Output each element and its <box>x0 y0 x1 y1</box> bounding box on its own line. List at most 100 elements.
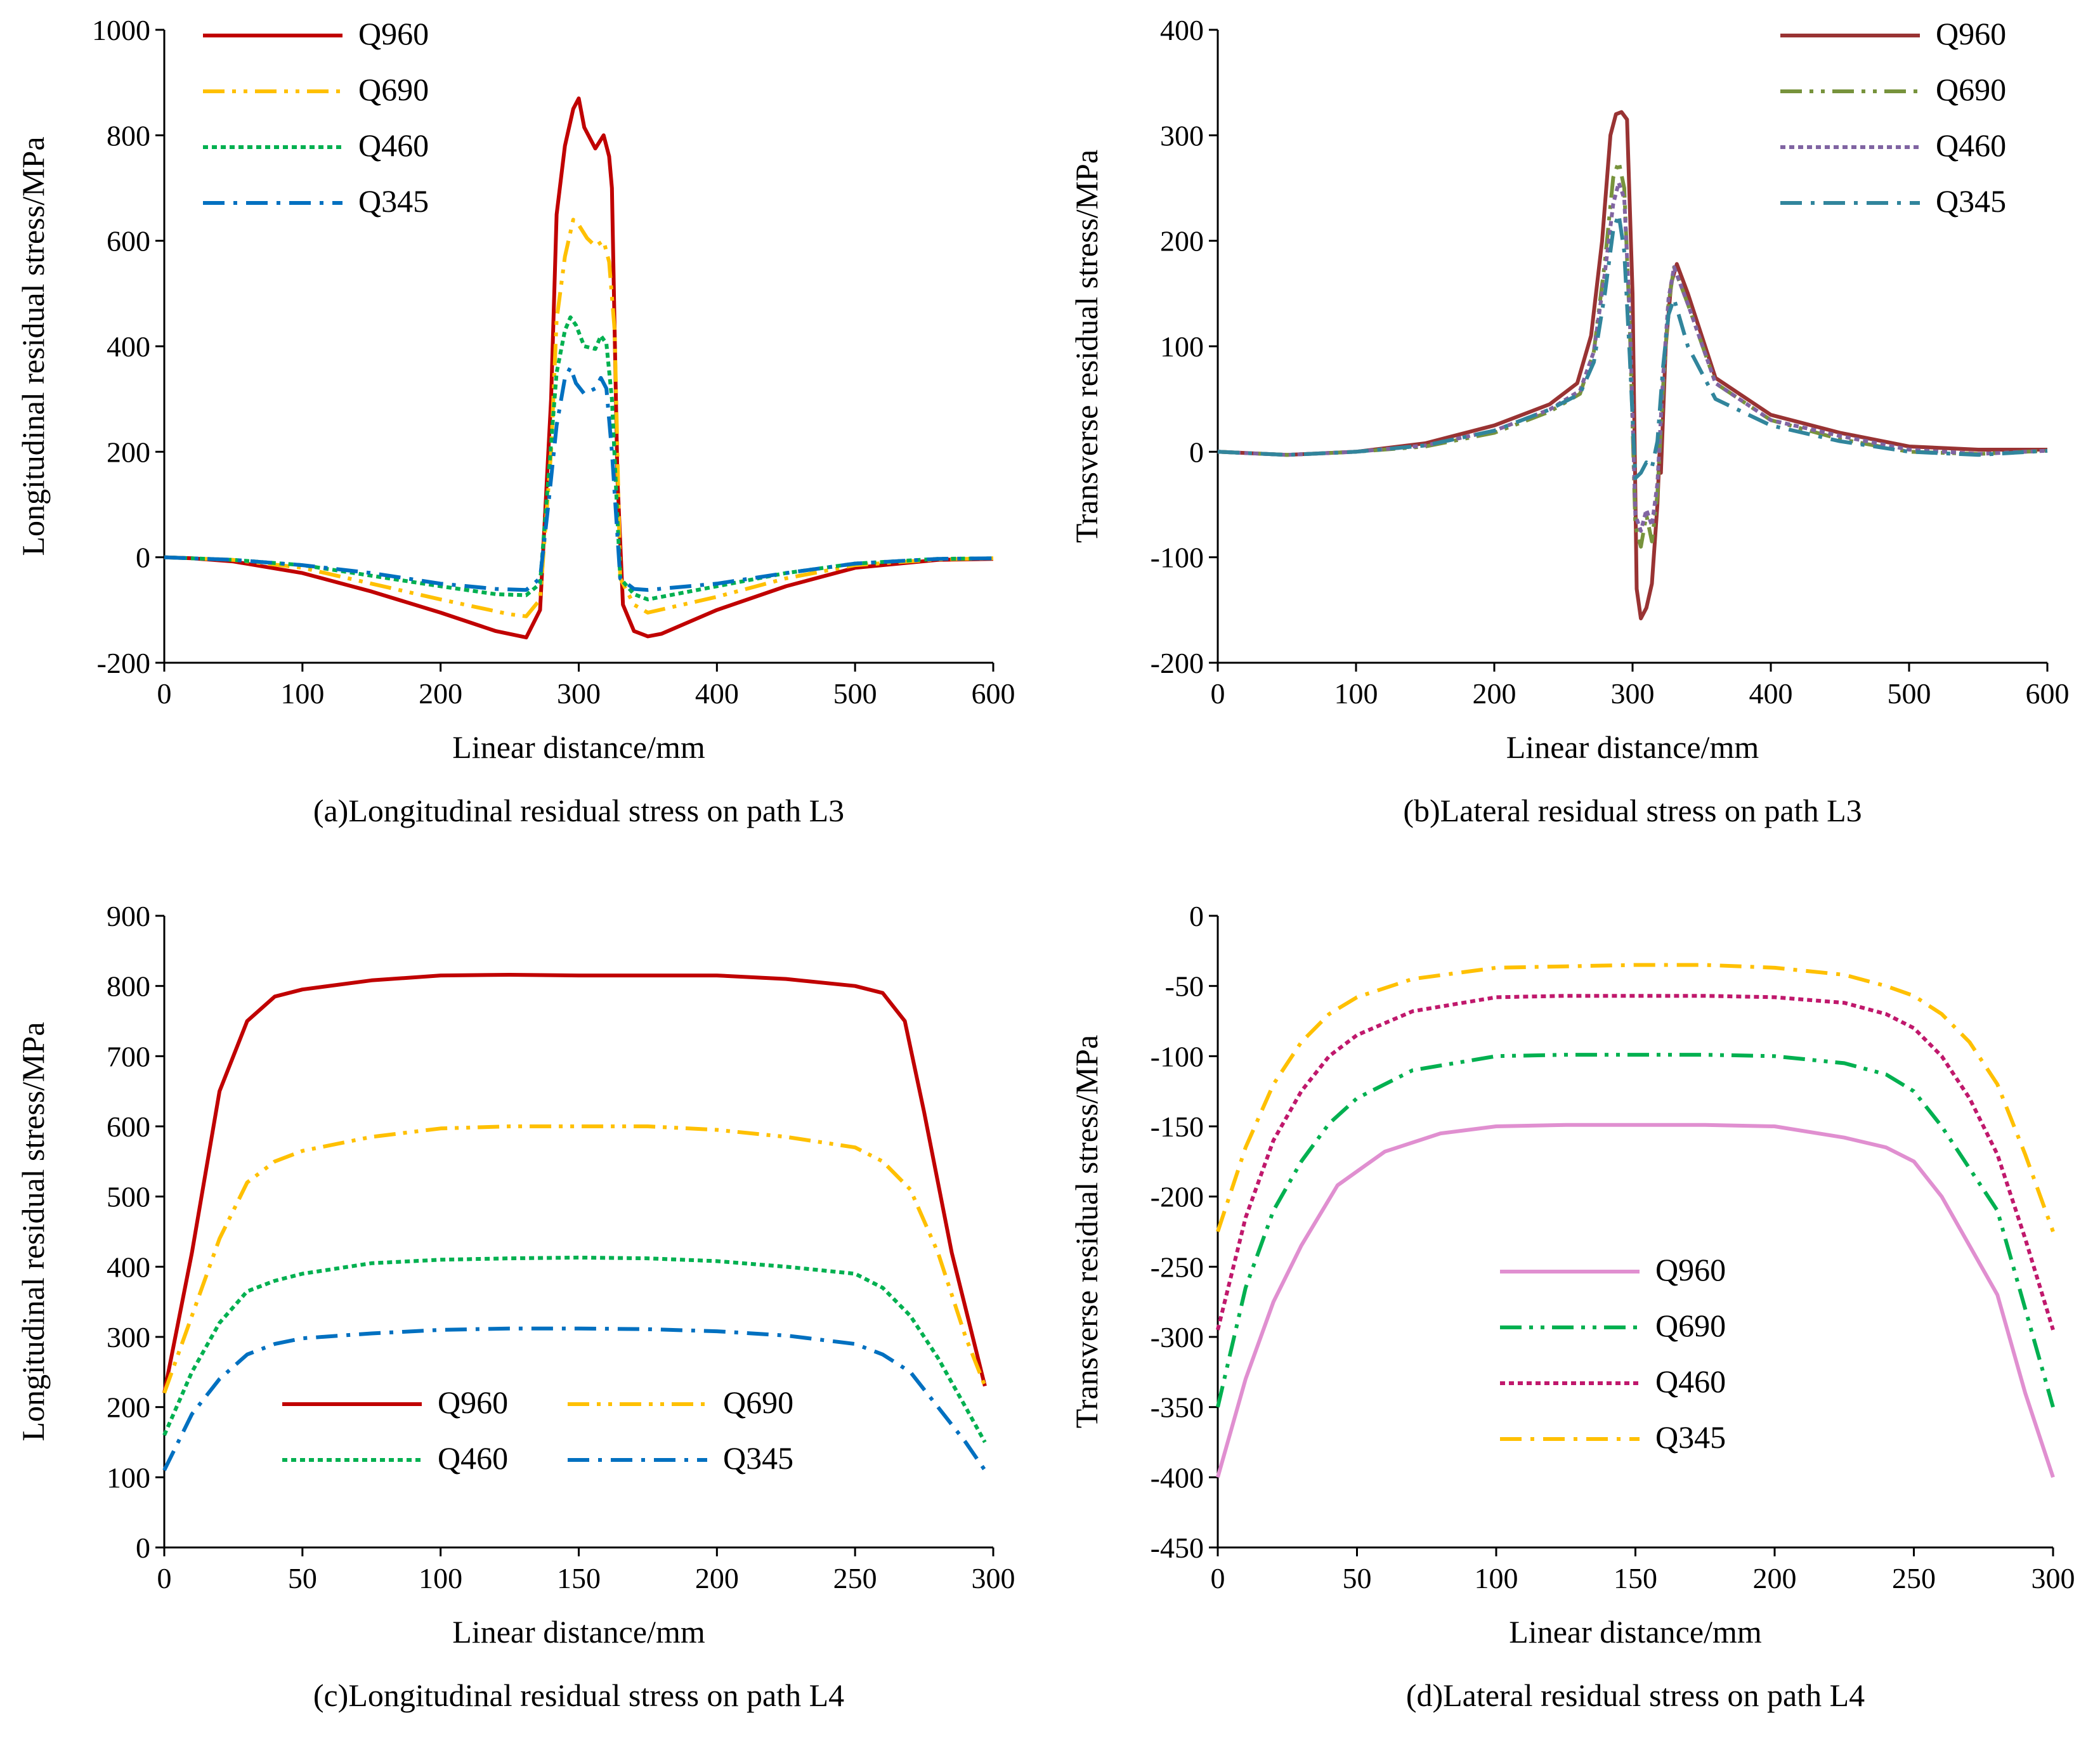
legend-label: Q460 <box>1655 1364 1726 1399</box>
x-tick-label: 200 <box>1753 1562 1797 1594</box>
legend: Q960 Q690 Q460 Q345 <box>203 16 429 219</box>
x-tick-label: 100 <box>419 1562 462 1594</box>
y-tick-label: 0 <box>136 1532 150 1564</box>
y-tick-label: -300 <box>1151 1321 1204 1353</box>
x-axis-label: Linear distance/mm <box>1509 1614 1762 1650</box>
x-tick-label: 100 <box>280 677 324 710</box>
y-tick-label: 600 <box>107 225 150 257</box>
chart-panel-c: 0 100 200 300 400 500 600 700 800 900 0 50 100 150 200… <box>15 900 1015 1713</box>
y-tick-label: 0 <box>136 542 150 574</box>
series-line-q345 <box>164 365 994 592</box>
legend-label: Q690 <box>723 1384 793 1420</box>
y-tick-label: 600 <box>107 1110 150 1143</box>
x-axis-label: Linear distance/mm <box>452 1614 705 1650</box>
x-tick-label: 0 <box>1211 677 1225 710</box>
y-tick-label: 900 <box>107 900 150 932</box>
series-line-q960 <box>1216 1123 2055 1478</box>
legend-label: Q960 <box>358 16 429 51</box>
x-tick-label: 200 <box>1473 677 1516 710</box>
x-tick-label: 150 <box>1614 1562 1657 1594</box>
x-tick-label: 50 <box>1343 1562 1372 1594</box>
x-tick-label: 500 <box>1888 677 1931 710</box>
x-tick-label: 250 <box>833 1562 877 1594</box>
y-tick-label: 100 <box>107 1461 150 1494</box>
series-line-q460 <box>1217 181 2048 533</box>
y-tick-label: 400 <box>107 1251 150 1283</box>
x-tick-label: 150 <box>557 1562 601 1594</box>
x-tick-label: 600 <box>2026 677 2070 710</box>
legend-label: Q960 <box>1936 16 2006 51</box>
panel-caption: (a)Longitudinal residual stress on path … <box>313 793 844 828</box>
y-tick-label: -350 <box>1151 1391 1204 1424</box>
y-tick-label: -200 <box>1151 647 1204 679</box>
y-tick-label: 400 <box>107 330 150 363</box>
y-tick-label: 700 <box>107 1040 150 1072</box>
panel-caption: (d)Lateral residual stress on path L4 <box>1406 1677 1865 1713</box>
legend-label: Q460 <box>358 127 429 163</box>
x-tick-label: 300 <box>2032 1562 2075 1594</box>
legend-label: Q345 <box>723 1440 793 1476</box>
x-tick-label: 250 <box>1892 1562 1936 1594</box>
x-tick-label: 600 <box>972 677 1015 710</box>
x-tick-label: 0 <box>1211 1562 1225 1594</box>
y-tick-label: -200 <box>1151 1181 1204 1213</box>
x-tick-label: 100 <box>1475 1562 1518 1594</box>
series-line-q690 <box>164 218 994 618</box>
panel-caption: (c)Longitudinal residual stress on path … <box>313 1677 844 1713</box>
series-line-q690 <box>1217 159 2048 549</box>
legend-label: Q690 <box>1655 1308 1726 1343</box>
y-tick-label: 0 <box>1189 900 1204 932</box>
y-tick-label: -50 <box>1165 970 1204 1003</box>
series-line-q460 <box>162 1255 987 1443</box>
y-tick-label: 500 <box>107 1181 150 1213</box>
y-tick-label: 300 <box>107 1321 150 1353</box>
legend-label: Q690 <box>1936 72 2006 107</box>
x-tick-label: 500 <box>833 677 877 710</box>
legend-label: Q460 <box>438 1440 508 1476</box>
y-axis-label: Transverse residual stress/MPa <box>1069 1035 1104 1428</box>
x-tick-label: 200 <box>695 1562 739 1594</box>
series-line-q960 <box>164 96 994 640</box>
x-tick-label: 300 <box>557 677 601 710</box>
legend-label: Q960 <box>1655 1252 1726 1287</box>
y-axis-label: Longitudinal residual stress/MPa <box>15 1022 51 1441</box>
y-tick-label: 1000 <box>92 14 150 46</box>
series-line-q460 <box>1216 994 2055 1331</box>
y-tick-label: 0 <box>1189 436 1204 468</box>
x-axis-label: Linear distance/mm <box>452 729 705 765</box>
series-line-q690 <box>162 1124 987 1394</box>
x-tick-label: 100 <box>1334 677 1378 710</box>
series-line-q345 <box>1217 212 2048 480</box>
y-tick-label: 800 <box>107 970 150 1003</box>
y-tick-label: 200 <box>107 436 150 468</box>
legend-label: Q960 <box>438 1384 508 1420</box>
y-tick-label: -200 <box>97 647 150 679</box>
y-axis-label: Longitudinal residual stress/MPa <box>15 136 51 556</box>
y-tick-label: -100 <box>1151 1040 1204 1072</box>
chart-panel-b: -200 -100 0 100 200 300 400 0 100 200 300 400 500 600… <box>1069 14 2070 828</box>
y-tick-label: 200 <box>107 1391 150 1424</box>
y-tick-label: -400 <box>1151 1461 1204 1494</box>
x-tick-label: 0 <box>157 1562 172 1594</box>
x-tick-label: 300 <box>972 1562 1015 1594</box>
y-tick-label: -450 <box>1151 1532 1204 1564</box>
y-tick-label: 400 <box>1160 14 1204 46</box>
y-tick-label: 300 <box>1160 119 1204 152</box>
legend-label: Q690 <box>358 72 429 107</box>
x-tick-label: 400 <box>695 677 739 710</box>
x-tick-label: 0 <box>157 677 172 710</box>
legend-label: Q460 <box>1936 127 2006 163</box>
legend: Q960 Q690 Q460 Q345 <box>1500 1252 1726 1455</box>
y-tick-label: -150 <box>1151 1110 1204 1143</box>
legend-label: Q345 <box>358 183 429 219</box>
series-line-q460 <box>164 315 994 602</box>
legend-label: Q345 <box>1936 183 2006 219</box>
series-line-q345 <box>162 1326 987 1472</box>
series-line-q960 <box>1217 110 2047 621</box>
y-axis-label: Transverse residual stress/MPa <box>1069 150 1104 543</box>
legend: Q960 Q690 Q460 Q345 <box>282 1384 793 1476</box>
series-line-q345 <box>1216 963 2055 1233</box>
series-line-q690 <box>1216 1053 2055 1408</box>
